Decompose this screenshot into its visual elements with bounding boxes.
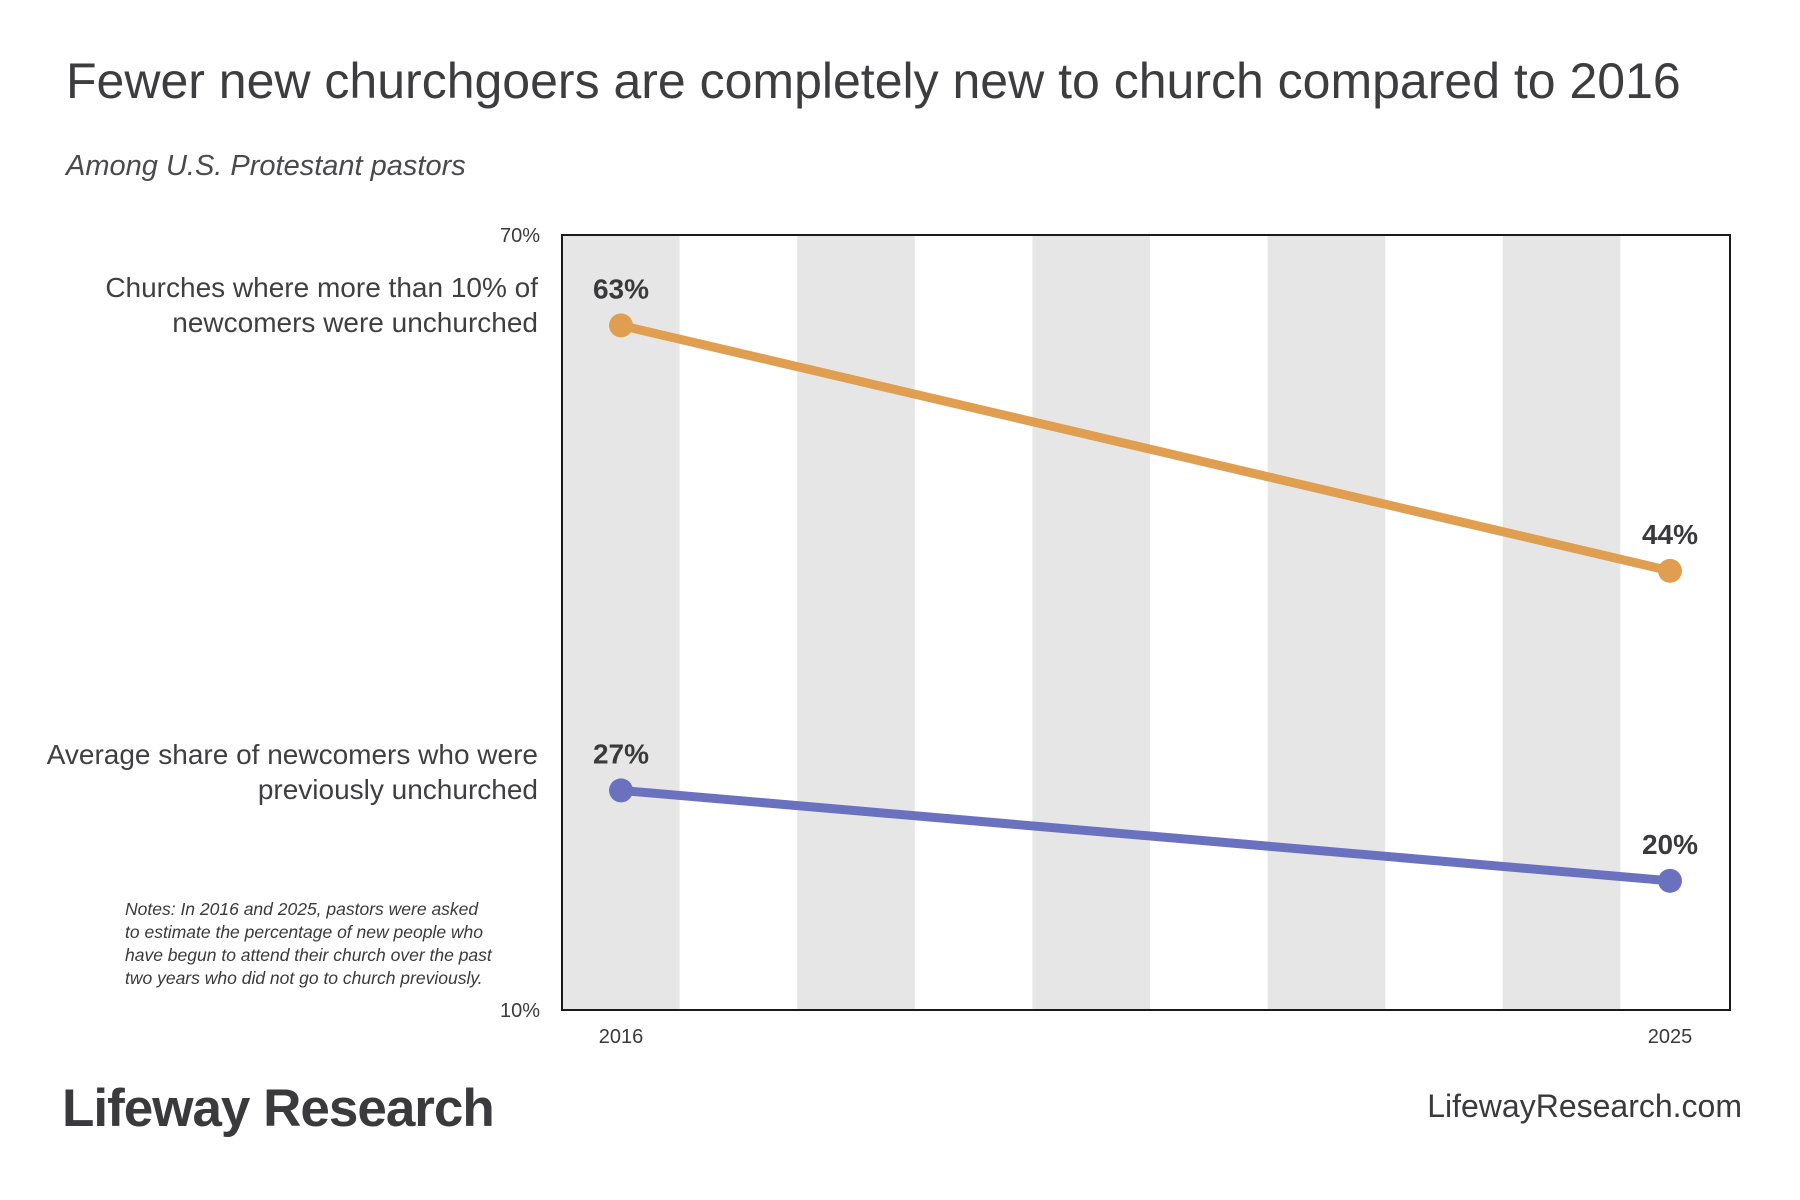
grid-band <box>1032 235 1150 1010</box>
y-axis: 70% 10% <box>500 225 540 1022</box>
x-tick-label: 2025 <box>1648 1026 1693 1048</box>
plot-frame <box>561 234 1731 1011</box>
data-label: 63% <box>593 273 649 304</box>
data-point <box>1658 558 1682 583</box>
chart-subtitle: Among U.S. Protestant pastors <box>66 150 466 182</box>
chart-notes: Notes: In 2016 and 2025, pastors were as… <box>125 899 492 988</box>
x-axis: 2016 2025 <box>599 1026 1693 1048</box>
data-label: 44% <box>1642 519 1698 550</box>
series-line-0 <box>616 320 1675 576</box>
y-tick-label: 70% <box>500 225 540 247</box>
grid-band <box>1267 235 1386 1010</box>
data-point <box>609 313 633 338</box>
data-point <box>1658 868 1682 893</box>
data-point <box>609 778 633 803</box>
data-label: 20% <box>1642 829 1698 860</box>
grid-band <box>797 235 915 1010</box>
grid-band <box>1502 235 1621 1010</box>
series-label-unchurched-churches: Churches where more than 10% of newcomer… <box>105 272 538 338</box>
series-group: 63% 44% 27% 20% <box>593 273 1698 893</box>
chart-title: Fewer new churchgoers are completely new… <box>66 53 1681 109</box>
grid-band <box>562 235 680 1010</box>
series-line-1 <box>616 785 1675 886</box>
x-tick-label: 2016 <box>599 1026 644 1048</box>
website-url: LifewayResearch.com <box>1427 1088 1742 1124</box>
lifeway-research-logo: Lifeway Research <box>62 1079 495 1138</box>
y-tick-label: 10% <box>500 1000 540 1022</box>
series-label-newcomer-share: Average share of newcomers who were prev… <box>46 739 538 805</box>
data-label: 27% <box>593 738 649 769</box>
grid-bands <box>562 235 1621 1010</box>
